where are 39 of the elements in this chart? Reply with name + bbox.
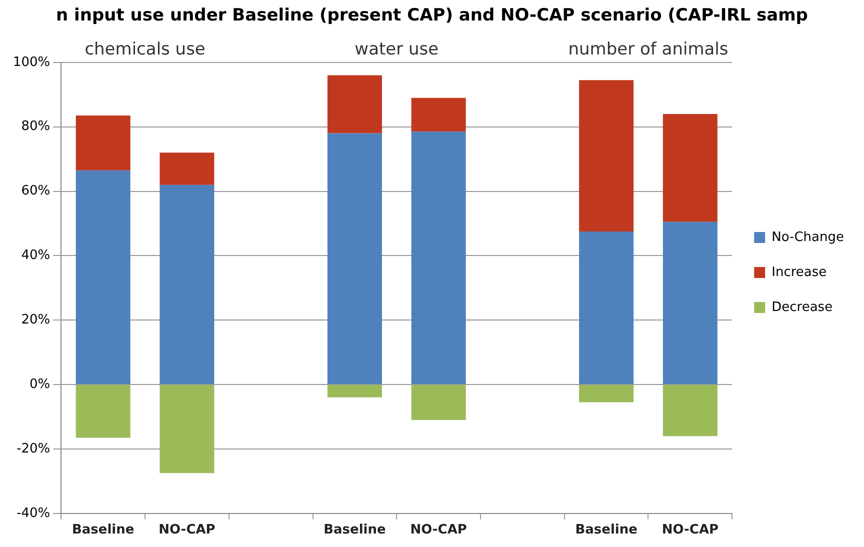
bar xyxy=(327,385,382,398)
bar xyxy=(327,75,382,134)
bar xyxy=(579,385,634,402)
bar xyxy=(160,184,214,384)
x-tick-label: NO-CAP xyxy=(158,522,216,538)
bar xyxy=(579,232,634,384)
bar xyxy=(160,152,214,185)
y-tick-label: 0% xyxy=(30,376,50,392)
y-tick-label: 80% xyxy=(21,119,50,134)
y-tick-label: -20% xyxy=(16,441,50,456)
y-tick-label: -40% xyxy=(16,506,50,521)
text: chemicals use xyxy=(84,39,206,60)
bar xyxy=(327,133,382,384)
bar xyxy=(662,114,718,222)
legend-label: Decrease xyxy=(772,300,833,315)
y-tick-label: 60% xyxy=(21,184,50,199)
bar xyxy=(76,116,130,170)
bar xyxy=(662,222,718,384)
x-tick-label: Baseline xyxy=(72,522,134,538)
bar xyxy=(579,80,634,232)
bar xyxy=(160,385,214,474)
legend-label: No-Change xyxy=(772,230,844,245)
bar xyxy=(411,98,466,132)
bar xyxy=(76,170,130,384)
bar xyxy=(662,385,718,436)
x-tick-label: Baseline xyxy=(575,522,638,538)
chart-title: n input use under Baseline (present CAP) and NO-CAP scenario (CAP-IRL samp xyxy=(56,6,808,26)
x-tick-label: NO-CAP xyxy=(662,522,719,538)
bar xyxy=(76,385,130,438)
legend-label: Increase xyxy=(772,264,827,280)
y-tick-label: 100% xyxy=(12,54,50,70)
bar xyxy=(411,132,466,384)
y-tick-label: 20% xyxy=(21,312,50,328)
text: water use xyxy=(354,39,439,60)
text: number of animals xyxy=(568,39,728,60)
bar xyxy=(411,385,466,420)
x-tick-label: Baseline xyxy=(324,522,386,538)
y-tick-label: 40% xyxy=(21,248,50,264)
x-tick-label: NO-CAP xyxy=(410,522,467,538)
